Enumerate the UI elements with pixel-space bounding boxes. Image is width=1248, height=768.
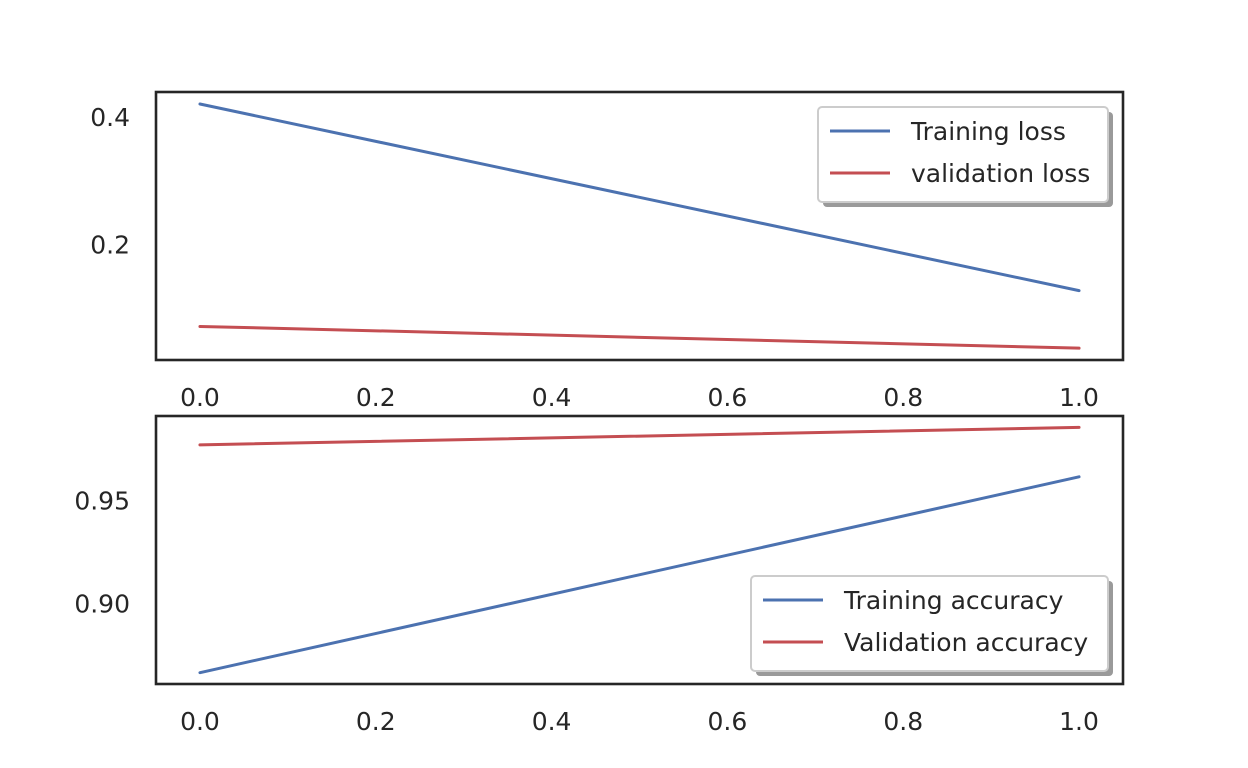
accuracy-y-tick-label: 0.95 <box>74 487 130 516</box>
accuracy-legend-label: Validation accuracy <box>844 628 1088 657</box>
loss-x-tick-label: 0.4 <box>532 383 572 412</box>
accuracy-axes-frame <box>154 414 1125 686</box>
accuracy-legend-label: Training accuracy <box>843 586 1064 615</box>
loss-legend-box <box>817 106 1109 203</box>
accuracy-x-tick-label: 0.8 <box>883 707 923 736</box>
loss-series-line-training-loss <box>198 102 1081 293</box>
accuracy-legend-box <box>750 575 1109 672</box>
accuracy-series-line-training-accuracy <box>198 475 1081 675</box>
loss-series-line-validation-loss <box>198 324 1081 350</box>
accuracy-y-tick-label: 0.90 <box>74 590 130 619</box>
loss-y-tick-label: 0.2 <box>90 231 130 260</box>
loss-legend-label: validation loss <box>911 159 1090 188</box>
loss-x-tick-label: 1.0 <box>1059 383 1099 412</box>
loss-legend: Training loss validation loss <box>817 106 1113 207</box>
accuracy-series-line-validation-accuracy <box>198 425 1081 447</box>
accuracy-panel: 0.0 0.2 0.4 0.6 0.8 1.0 0.90 0.95 Training accur… <box>74 414 1125 736</box>
accuracy-x-tick-label: 0.2 <box>356 707 396 736</box>
loss-x-tick-label: 0.6 <box>708 383 748 412</box>
accuracy-x-tick-label: 0.4 <box>532 707 572 736</box>
loss-panel: 0.0 0.2 0.4 0.6 0.8 1.0 0.2 0.4 Training loss val… <box>90 90 1125 412</box>
accuracy-legend: Training accuracy Validation accuracy <box>750 575 1113 676</box>
loss-x-tick-label: 0.2 <box>356 383 396 412</box>
loss-legend-label: Training loss <box>910 117 1066 146</box>
loss-x-tick-label: 0.8 <box>883 383 923 412</box>
accuracy-x-tick-label: 0.6 <box>708 707 748 736</box>
loss-y-tick-label: 0.4 <box>90 103 130 132</box>
accuracy-x-tick-label: 0.0 <box>180 707 220 736</box>
loss-axes-frame <box>154 90 1125 362</box>
accuracy-x-tick-label: 1.0 <box>1059 707 1099 736</box>
loss-x-tick-label: 0.0 <box>180 383 220 412</box>
